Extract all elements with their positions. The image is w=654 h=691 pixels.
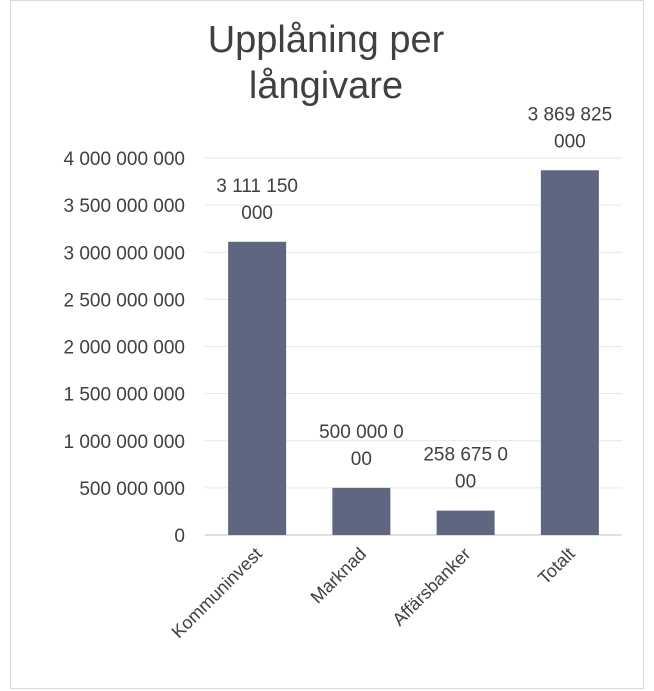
y-tick-label: 500 000 000	[79, 479, 185, 500]
chart-title-line-1: Upplåning per	[208, 19, 445, 61]
y-tick-label: 2 500 000 000	[63, 290, 185, 311]
chart-title-line-2: långivare	[249, 65, 403, 107]
y-tick-label: 3 500 000 000	[63, 196, 185, 217]
y-tick-label: 0	[174, 526, 185, 547]
bar	[332, 487, 391, 535]
category-label: Totalt	[534, 544, 579, 589]
chart-frame	[10, 0, 644, 689]
category-label: Kommuninvest	[168, 544, 266, 642]
y-tick-label: 1 000 000 000	[63, 432, 185, 453]
category-label: Marknad	[307, 544, 371, 608]
y-tick-label: 1 500 000 000	[63, 385, 185, 406]
data-label: 00	[351, 449, 372, 470]
y-tick-label: 2 000 000 000	[63, 338, 185, 359]
data-label: 3 869 825	[528, 104, 613, 125]
data-label: 00	[455, 472, 476, 493]
bar	[436, 510, 495, 535]
category-label: Affärsbanker	[388, 544, 474, 630]
data-label: 000	[241, 203, 273, 224]
bar	[540, 170, 599, 536]
data-label: 3 111 150	[216, 176, 298, 197]
bar	[228, 241, 287, 535]
y-tick-label: 3 000 000 000	[63, 243, 185, 264]
data-label: 258 675 0	[423, 445, 508, 466]
y-tick-label: 4 000 000 000	[63, 149, 185, 170]
data-label: 000	[554, 131, 586, 152]
data-label: 500 000 0	[319, 422, 404, 443]
